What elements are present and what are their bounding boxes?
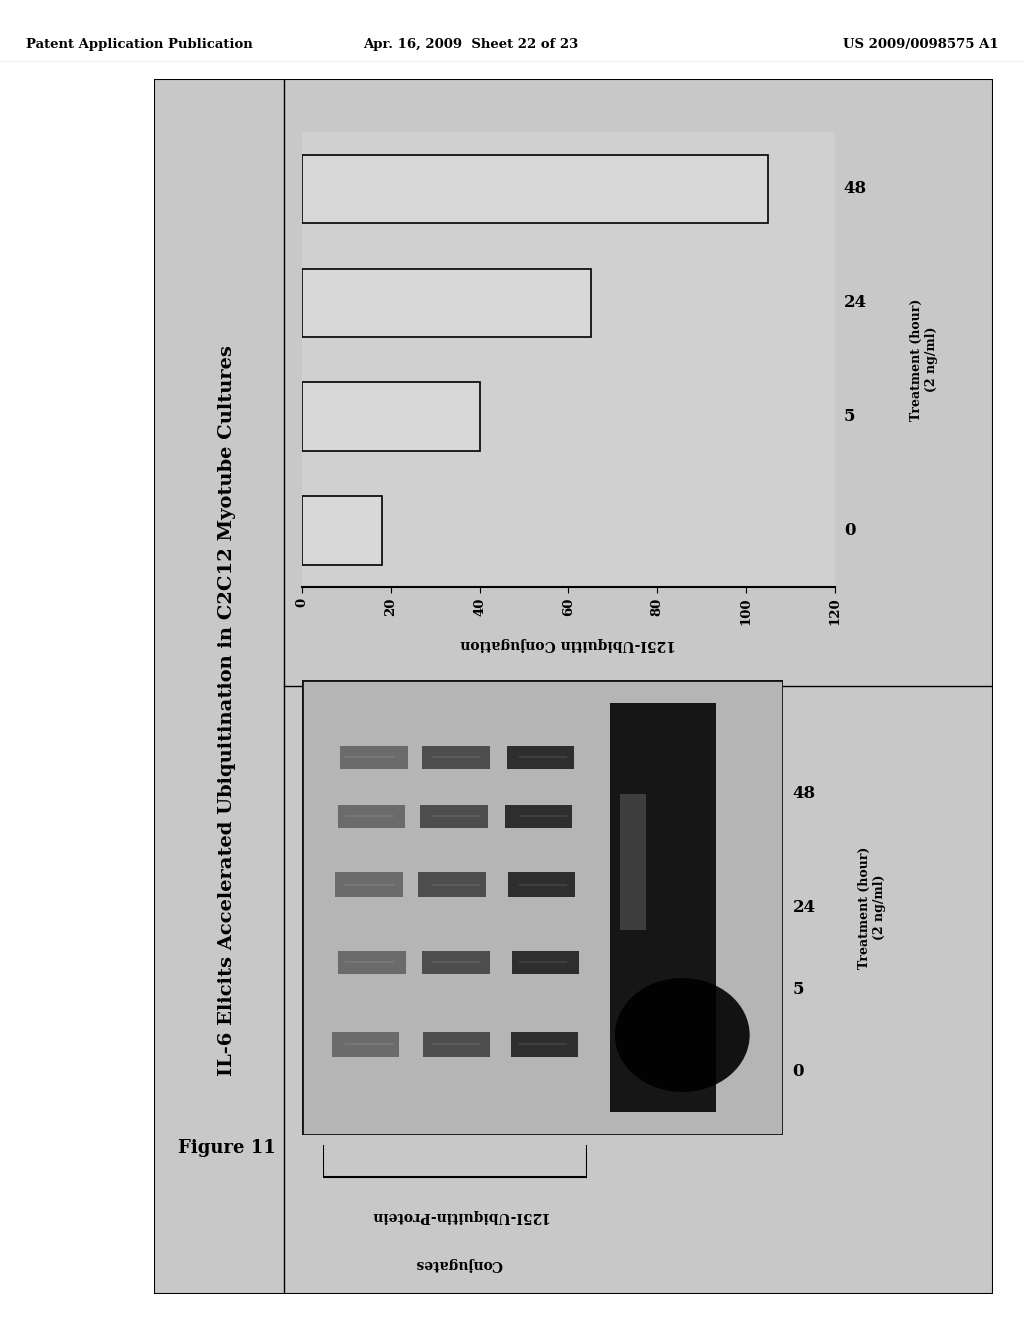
Text: Treatment (hour)
(2 ng/ml): Treatment (hour) (2 ng/ml): [909, 298, 938, 421]
Text: Treatment (hour)
(2 ng/ml): Treatment (hour) (2 ng/ml): [858, 846, 887, 969]
Text: 24: 24: [793, 899, 816, 916]
Text: Figure 11: Figure 11: [178, 1139, 275, 1156]
Bar: [423, 950, 489, 974]
Text: Apr. 16, 2009  Sheet 22 of 23: Apr. 16, 2009 Sheet 22 of 23: [364, 38, 579, 51]
Text: 0: 0: [793, 1063, 804, 1080]
Text: US 2009/0098575 A1: US 2009/0098575 A1: [843, 38, 998, 51]
Bar: [420, 805, 487, 828]
Bar: [423, 1032, 490, 1056]
Text: Conjugates: Conjugates: [415, 1257, 503, 1271]
Bar: [422, 746, 489, 768]
Text: 24: 24: [844, 294, 867, 312]
Bar: [335, 873, 402, 898]
Bar: [340, 746, 408, 768]
Bar: [302, 154, 768, 223]
Text: 0: 0: [844, 521, 855, 539]
Bar: [507, 746, 574, 768]
Ellipse shape: [614, 978, 750, 1092]
Bar: [620, 793, 646, 931]
Bar: [610, 702, 716, 1113]
Bar: [302, 269, 591, 337]
Bar: [332, 1032, 399, 1056]
Text: 48: 48: [793, 785, 816, 803]
Text: 48: 48: [844, 181, 867, 198]
Bar: [302, 383, 479, 451]
Text: Phosphoimager Units, X105: Phosphoimager Units, X105: [460, 696, 677, 709]
Bar: [511, 1032, 579, 1056]
Text: 125I-Ubiquitin-Protein: 125I-Ubiquitin-Protein: [369, 1209, 548, 1224]
Text: IL-6 Elicits Accelerated Ubiquitination in C2C12 Myotube Cultures: IL-6 Elicits Accelerated Ubiquitination …: [218, 346, 236, 1076]
Bar: [338, 805, 406, 828]
Bar: [418, 873, 485, 898]
Bar: [302, 496, 382, 565]
Bar: [339, 950, 406, 974]
Text: 5: 5: [793, 981, 804, 998]
Bar: [508, 873, 575, 898]
Text: 5: 5: [844, 408, 855, 425]
Text: 125I-Ubiquitin Conjugation: 125I-Ubiquitin Conjugation: [461, 638, 676, 651]
Bar: [512, 950, 580, 974]
Text: Patent Application Publication: Patent Application Publication: [26, 38, 252, 51]
Bar: [505, 805, 572, 828]
